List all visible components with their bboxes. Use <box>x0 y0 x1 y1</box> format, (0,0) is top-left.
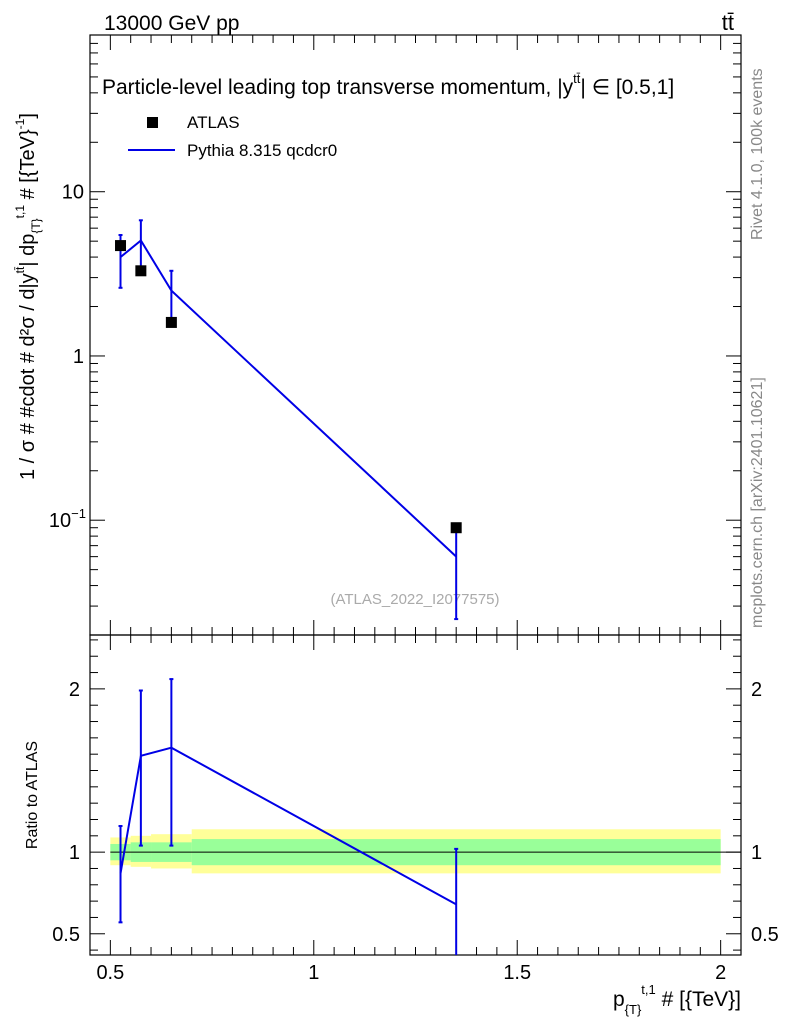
data-point <box>135 265 147 277</box>
ratio-y-tick-label-right: 1 <box>751 842 762 864</box>
chart-title-sup: tt̄ <box>573 71 581 86</box>
x-tick-label: 1.5 <box>503 962 531 984</box>
legend: ATLAS Pythia 8.315 qcdcr0 <box>128 113 337 160</box>
ylabel-sup3: -1 <box>13 118 27 129</box>
mcplots-label: mcplots.cern.ch [arXiv:2401.10621] <box>749 377 766 628</box>
main-x-ticks <box>89 35 742 635</box>
ratio-y-tick-label-right: 2 <box>751 679 762 701</box>
ylabel-sup1: tt̄ <box>13 266 27 273</box>
process-label: tt̄ <box>722 10 734 35</box>
rivet-label: Rivet 4.1.0, 100k events <box>749 68 766 240</box>
ylabel-mid: | dp <box>17 234 39 267</box>
energy-label: 13000 GeV pp <box>104 12 239 35</box>
ylabel-tail: # [{TeV} <box>17 129 39 205</box>
ylabel-end: ] <box>17 113 39 119</box>
chart-title-tail: | ∈ [0.5,1] <box>580 76 674 99</box>
legend-pythia-label: Pythia 8.315 qcdcr0 <box>187 141 337 160</box>
ratio-frame <box>89 634 742 956</box>
ratio-bands <box>110 829 741 874</box>
xlabel-main: p <box>613 988 625 1011</box>
ratio-x-ticks: 0.5 1 1.5 2 <box>89 635 742 984</box>
ratio-y-tick-label-right: 0.5 <box>751 924 779 946</box>
xlabel-tail: # [{TeV}] <box>656 988 741 1011</box>
y-tick-label-base: 10 <box>49 510 71 532</box>
y-tick-label: 10−1 <box>49 506 86 532</box>
data-point <box>165 316 177 328</box>
x-tick-label: 2 <box>715 962 726 984</box>
ratio-line <box>119 746 457 906</box>
y-tick-label: 1 <box>73 346 84 368</box>
x-tick-label: 1 <box>308 962 319 984</box>
xlabel-sub: {T} <box>625 1002 642 1017</box>
ylabel-sup2: t,1 <box>13 205 27 219</box>
chart-title: Particle-level leading top transverse mo… <box>102 71 674 99</box>
y-tick-label-exponent: −1 <box>71 506 86 521</box>
ratio-series <box>118 678 459 955</box>
main-series <box>115 219 462 621</box>
xlabel-sup: t,1 <box>641 982 655 997</box>
ratio-y-tick-label: 2 <box>69 679 80 701</box>
y-tick-label: 10 <box>62 182 84 204</box>
x-axis-label: p{T} t,1 # [{TeV}] <box>613 982 741 1017</box>
ratio-y-axis-label: Ratio to ATLAS <box>24 741 41 849</box>
analysis-id: (ATLAS_2022_I2077575) <box>330 591 499 608</box>
ylabel-sub: {T} <box>29 218 43 233</box>
legend-atlas-label: ATLAS <box>187 113 240 132</box>
data-point <box>450 522 462 534</box>
main-y-axis-label: 1 / σ # #cdot # d²σ / d|ytt̄| dp{T}t,1 #… <box>13 113 43 480</box>
legend-atlas-marker <box>147 117 158 128</box>
mc-line <box>119 239 457 558</box>
ratio-y-ticks: 2 2 1 1 0.5 0.5 <box>52 639 779 951</box>
chart-title-main: Particle-level leading top transverse mo… <box>102 76 574 99</box>
data-point <box>115 240 127 252</box>
ratio-panel: 2 2 1 1 0.5 0.5 0.5 1 1.5 2 <box>52 634 779 984</box>
x-tick-label: 0.5 <box>96 962 124 984</box>
ratio-y-tick-label: 0.5 <box>52 924 80 946</box>
ylabel-main: 1 / σ # #cdot # d²σ / d|y <box>17 273 39 480</box>
ratio-y-tick-label: 1 <box>69 842 80 864</box>
